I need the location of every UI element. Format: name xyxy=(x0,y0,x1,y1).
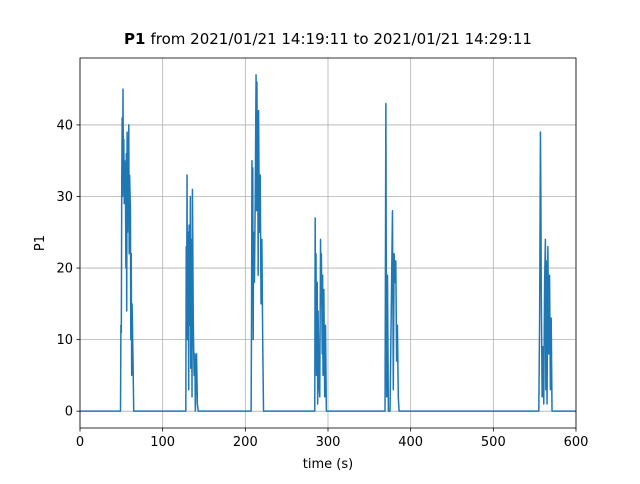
x-tick-label: 100 xyxy=(150,435,175,450)
title-rest: from 2021/01/21 14:19:11 to 2021/01/21 1… xyxy=(150,30,531,48)
y-axis-label: P1 xyxy=(33,235,48,251)
x-tick-label: 300 xyxy=(316,435,341,450)
x-tick-label: 500 xyxy=(481,435,506,450)
x-tick-label: 600 xyxy=(564,435,589,450)
y-tick-label: 30 xyxy=(56,190,73,205)
title-bold: P1 xyxy=(124,30,145,48)
x-tick-label: 200 xyxy=(233,435,258,450)
y-tick-label: 0 xyxy=(65,405,73,420)
y-tick-label: 40 xyxy=(56,118,73,133)
x-axis-label: time (s) xyxy=(303,457,353,472)
chart-title: P1 from 2021/01/21 14:19:11 to 2021/01/21… xyxy=(124,30,532,48)
data-line xyxy=(80,74,576,412)
x-tick-label: 400 xyxy=(398,435,423,450)
x-tick-label: 0 xyxy=(76,435,84,450)
y-tick-label: 20 xyxy=(56,262,73,277)
axes-frame xyxy=(79,57,577,429)
y-tick-label: 10 xyxy=(56,333,73,348)
